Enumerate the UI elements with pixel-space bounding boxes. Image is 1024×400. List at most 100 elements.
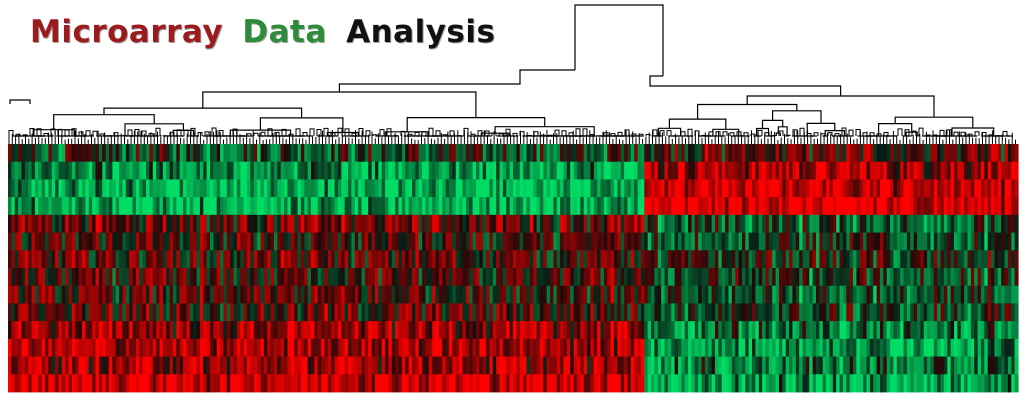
heatmap-cell <box>327 179 332 198</box>
heatmap-cell <box>745 356 750 375</box>
heatmap-cell <box>179 374 184 393</box>
heatmap-cell <box>482 374 487 393</box>
heatmap-cell <box>38 268 43 287</box>
heatmap-cell <box>883 232 888 251</box>
heatmap-cell <box>829 268 834 287</box>
heatmap-cell <box>196 214 201 233</box>
heatmap-cell <box>482 321 487 340</box>
heatmap-cell <box>879 197 884 216</box>
heatmap-cell <box>183 144 188 163</box>
heatmap-cell <box>277 250 282 269</box>
heatmap-cell <box>627 356 632 375</box>
heatmap-cell <box>553 303 558 322</box>
heatmap-cell <box>442 338 447 357</box>
heatmap-cell <box>856 268 861 287</box>
heatmap-cell <box>785 268 790 287</box>
heatmap-cell <box>445 303 450 322</box>
heatmap-cell <box>556 303 561 322</box>
heatmap-cell <box>640 285 645 304</box>
heatmap-cell <box>576 232 581 251</box>
heatmap-cell <box>566 179 571 198</box>
heatmap-cell <box>38 303 43 322</box>
heatmap-cell <box>189 303 194 322</box>
heatmap-cell <box>230 374 235 393</box>
heatmap-cell <box>149 179 154 198</box>
heatmap-cell <box>388 285 393 304</box>
heatmap-cell <box>378 321 383 340</box>
heatmap-cell <box>866 303 871 322</box>
heatmap-cell <box>954 250 958 269</box>
heatmap-cell <box>970 232 975 251</box>
heatmap-cell <box>1014 250 1019 269</box>
heatmap-cell <box>351 303 356 322</box>
heatmap-cell <box>418 303 423 322</box>
heatmap-cell <box>253 161 258 180</box>
heatmap-cell <box>657 179 662 198</box>
heatmap-cell <box>98 303 103 322</box>
heatmap-cell <box>576 303 581 322</box>
heatmap-cell <box>691 250 696 269</box>
heatmap-cell <box>61 250 66 269</box>
heatmap-cell <box>250 285 255 304</box>
heatmap-cell <box>290 338 295 357</box>
heatmap-cell <box>896 250 901 269</box>
heatmap-cell <box>71 268 76 287</box>
heatmap-cell <box>78 338 83 357</box>
heatmap-cell <box>640 338 645 357</box>
heatmap-cell <box>701 232 706 251</box>
heatmap-cell <box>1001 232 1006 251</box>
heatmap-cell <box>358 268 363 287</box>
heatmap-cell <box>755 268 760 287</box>
heatmap-cell <box>68 321 73 340</box>
heatmap-cell <box>563 250 568 269</box>
heatmap-cell <box>220 356 225 375</box>
heatmap-cell <box>8 374 12 393</box>
heatmap-cell <box>977 214 982 233</box>
heatmap-cell <box>607 250 612 269</box>
heatmap-cell <box>789 161 794 180</box>
heatmap-cell <box>398 285 403 304</box>
heatmap-cell <box>698 232 703 251</box>
heatmap-cell <box>48 285 53 304</box>
heatmap-cell <box>994 338 999 357</box>
heatmap-cell <box>903 161 908 180</box>
heatmap-cell <box>620 144 625 163</box>
heatmap-cell <box>752 161 756 180</box>
heatmap-cell <box>371 303 376 322</box>
heatmap-cell <box>620 303 625 322</box>
heatmap-cell <box>832 268 837 287</box>
heatmap-cell <box>570 144 575 163</box>
heatmap-cell <box>486 321 491 340</box>
heatmap-cell <box>1004 232 1009 251</box>
heatmap-cell <box>984 268 989 287</box>
heatmap-cell <box>455 356 460 375</box>
heatmap-cell <box>826 303 831 322</box>
heatmap-cell <box>519 179 524 198</box>
heatmap-cell <box>523 161 528 180</box>
heatmap-cell <box>415 338 420 357</box>
heatmap-cell <box>445 356 450 375</box>
heatmap-cell <box>805 214 810 233</box>
heatmap-cell <box>560 285 565 304</box>
heatmap-cell <box>270 214 275 233</box>
heatmap-cell <box>728 285 733 304</box>
heatmap-cell <box>822 374 827 393</box>
heatmap-cell <box>465 214 470 233</box>
heatmap-cell <box>307 356 312 375</box>
heatmap-cell <box>351 356 356 375</box>
heatmap-cell <box>109 232 113 251</box>
heatmap-cell <box>186 144 191 163</box>
heatmap-cell <box>539 232 544 251</box>
heatmap-cell <box>731 197 736 216</box>
heatmap-cell <box>223 303 228 322</box>
heatmap-cell <box>408 303 413 322</box>
dendrogram-branch <box>904 129 910 136</box>
heatmap-cell <box>607 161 612 180</box>
heatmap-cell <box>455 214 460 233</box>
heatmap-cell <box>327 338 332 357</box>
heatmap-cell <box>284 250 289 269</box>
dendrogram-branch <box>183 129 189 136</box>
heatmap-cell <box>657 197 662 216</box>
heatmap-cell <box>933 161 938 180</box>
heatmap-cell <box>516 144 521 163</box>
